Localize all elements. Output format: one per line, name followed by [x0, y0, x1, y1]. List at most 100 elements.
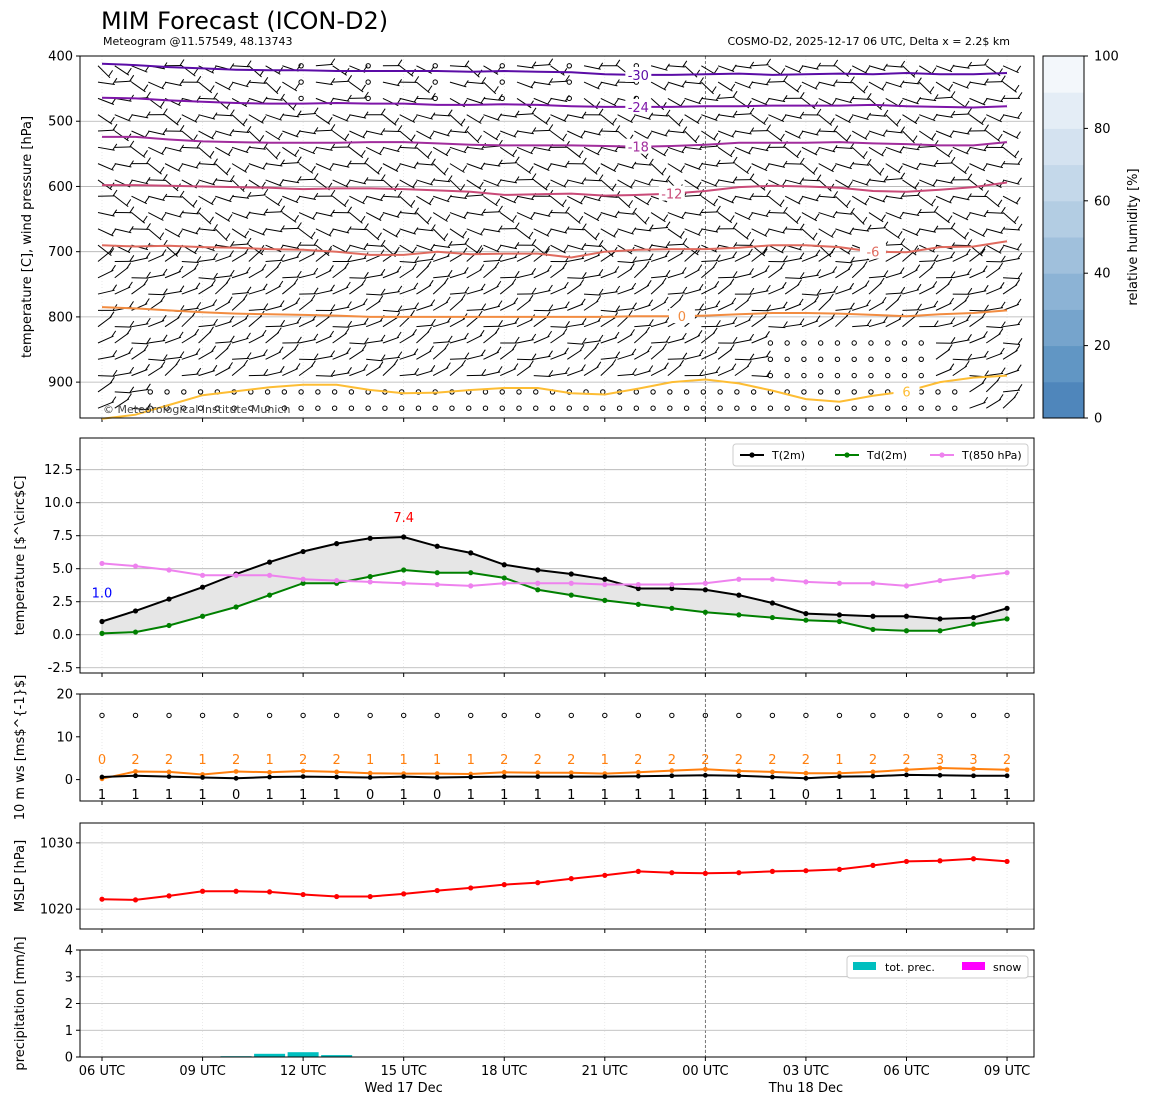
wind-barb-feather [496, 280, 502, 288]
wind-barb-feather [112, 350, 118, 357]
calm-wind-marker [901, 372, 908, 379]
calm-wind-marker [499, 63, 505, 69]
wind-barb [181, 163, 199, 169]
wind-barb-feather [514, 242, 520, 249]
calm-wind-marker [432, 95, 438, 102]
wind-barb [97, 81, 115, 85]
wind-barb [969, 290, 987, 295]
wind-barb [550, 130, 565, 142]
wind-barb-feather [1017, 338, 1023, 345]
wind-speed-point [937, 772, 943, 778]
wind-barb [533, 250, 548, 262]
y-tick-label: 2 [65, 997, 73, 1012]
wind-barb [265, 114, 282, 121]
wind-barb-feather [581, 337, 587, 345]
wind-barb-feather [950, 337, 956, 344]
wind-barb-feather [614, 79, 620, 86]
wind-barb-feather [933, 225, 939, 233]
wind-barb-feather [746, 166, 752, 173]
wind-barb-feather [514, 156, 520, 164]
calm-wind-marker [650, 389, 656, 395]
wind-barb [432, 347, 447, 360]
wind-barb-feather [698, 228, 703, 235]
wind-barb [583, 320, 601, 328]
wind-barb [835, 97, 853, 104]
wind-barb [852, 114, 869, 120]
wind-barb-feather [862, 151, 868, 158]
wind-barb-feather [296, 270, 302, 278]
wind-barb-feather [380, 239, 386, 247]
wind-barb-feather [696, 181, 702, 189]
wind-barb [265, 81, 279, 95]
wind-barb [332, 267, 347, 279]
wind-barb-feather [713, 132, 719, 140]
wind-barb [265, 331, 280, 344]
wind-barb [583, 340, 601, 344]
isotherm-label-bg [893, 383, 920, 399]
wind-barb [399, 333, 415, 344]
wind-barb-feather [345, 245, 351, 253]
wind-barb-feather [162, 288, 168, 295]
wind-barb-feather [127, 281, 133, 289]
calm-wind-marker [365, 79, 371, 85]
wind-barb-feather [481, 208, 486, 216]
wind-barb [466, 309, 484, 311]
wind-barb [600, 146, 618, 153]
wind-barb-feather [796, 150, 802, 157]
wind-barb-feather [967, 173, 973, 181]
wind-barb [701, 260, 719, 262]
series-point-Td(2m) [267, 592, 273, 598]
wind-barb-feather [998, 262, 1003, 270]
wind-barb-feather [782, 301, 788, 309]
isotherm-0 [101, 306, 1008, 318]
gust-bft-label: 2 [701, 753, 709, 768]
wind-barb-feather [562, 133, 568, 141]
wind-barb [667, 243, 685, 246]
wind-barb-feather [212, 364, 218, 372]
wind-barb [382, 114, 397, 126]
wind-barb-feather [460, 184, 466, 191]
gust-point [133, 769, 138, 774]
wind-barb [282, 322, 300, 328]
wind-barb-feather [262, 228, 268, 235]
wind-barb [835, 212, 853, 215]
wind-barb-feather [547, 163, 552, 170]
wind-barb [851, 81, 866, 94]
wind-barb-feather [246, 79, 251, 87]
wind-barb [265, 325, 283, 328]
wind-bft-label: 1 [1003, 788, 1011, 803]
wind-barb-feather [864, 132, 870, 139]
wind-barb [298, 365, 314, 377]
wind-barb [500, 256, 517, 262]
y-tick-label: 800 [48, 310, 73, 325]
wind-barb-feather [426, 216, 432, 224]
mslp-point [937, 858, 943, 864]
wind-barb [801, 254, 818, 262]
x-tick-label: 09 UTC [984, 1064, 1030, 1079]
wind-barb-feather [581, 157, 587, 165]
wind-barb [935, 179, 953, 184]
mslp-point [970, 856, 977, 862]
wind-barb-feather [246, 60, 252, 67]
wind-bft-label: 1 [701, 788, 709, 803]
wind-barb [1002, 303, 1020, 311]
wind-barb-feather [111, 396, 117, 403]
wind-barb-feather [1016, 131, 1021, 138]
wind-barb-feather [816, 288, 822, 296]
wind-barb [600, 251, 616, 262]
wind-barb [835, 268, 851, 279]
wind-barb-feather [195, 282, 201, 290]
calm-wind-marker [398, 405, 405, 411]
wind-barb-feather [162, 174, 168, 181]
wind-barb [181, 314, 195, 328]
wind-barb-feather [179, 78, 185, 86]
calm-wind-marker [650, 405, 656, 411]
wind-barb [433, 255, 450, 262]
wind-barb-feather [933, 159, 939, 167]
wind-barb [969, 81, 987, 86]
wind-barb [801, 300, 817, 311]
gust-point [334, 769, 340, 775]
gust-bft-label: 3 [936, 753, 944, 768]
wind-barb [533, 114, 548, 125]
wind-barb-feather [949, 297, 955, 305]
